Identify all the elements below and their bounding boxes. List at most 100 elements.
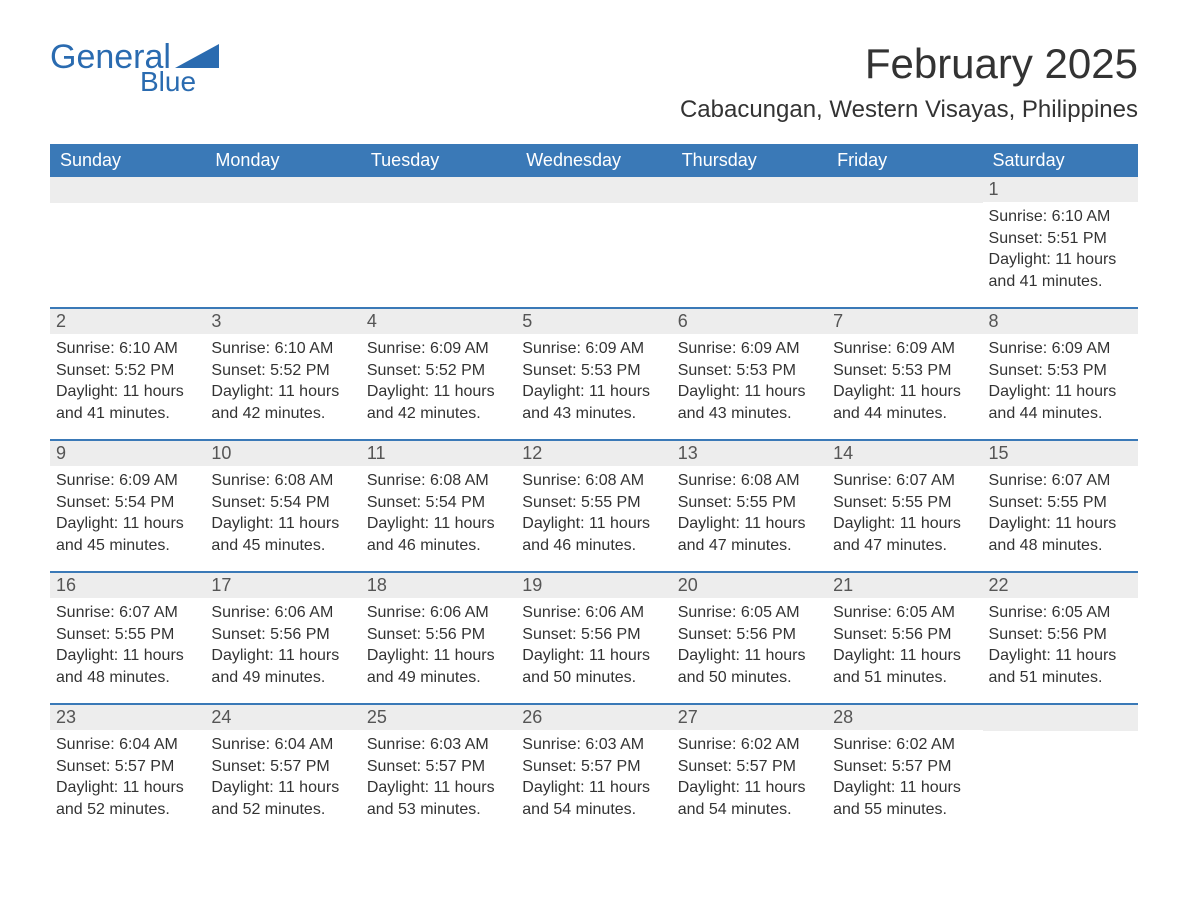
daylight2-text: and 47 minutes.	[833, 535, 976, 557]
sunrise-text: Sunrise: 6:02 AM	[833, 734, 976, 756]
sunset-text: Sunset: 5:57 PM	[56, 756, 199, 778]
day-number: 17	[205, 573, 360, 598]
sunrise-text: Sunrise: 6:08 AM	[211, 470, 354, 492]
logo: General Blue	[50, 40, 219, 96]
day-number: 8	[983, 309, 1138, 334]
calendar-cell: 7Sunrise: 6:09 AMSunset: 5:53 PMDaylight…	[827, 309, 982, 439]
calendar-cell: 25Sunrise: 6:03 AMSunset: 5:57 PMDayligh…	[361, 705, 516, 835]
daylight1-text: Daylight: 11 hours	[522, 777, 665, 799]
day-number: 4	[361, 309, 516, 334]
daylight2-text: and 41 minutes.	[989, 271, 1132, 293]
daylight1-text: Daylight: 11 hours	[833, 777, 976, 799]
weekday-header: Thursday	[672, 144, 827, 177]
daylight2-text: and 52 minutes.	[211, 799, 354, 821]
sunset-text: Sunset: 5:56 PM	[833, 624, 976, 646]
sunset-text: Sunset: 5:52 PM	[56, 360, 199, 382]
day-number	[516, 177, 671, 203]
day-number: 5	[516, 309, 671, 334]
daylight1-text: Daylight: 11 hours	[56, 381, 199, 403]
weekday-header: Saturday	[983, 144, 1138, 177]
sunrise-text: Sunrise: 6:10 AM	[211, 338, 354, 360]
day-number: 21	[827, 573, 982, 598]
sunset-text: Sunset: 5:57 PM	[833, 756, 976, 778]
daylight1-text: Daylight: 11 hours	[833, 645, 976, 667]
daylight2-text: and 43 minutes.	[522, 403, 665, 425]
daylight2-text: and 54 minutes.	[678, 799, 821, 821]
sunrise-text: Sunrise: 6:04 AM	[56, 734, 199, 756]
sunrise-text: Sunrise: 6:09 AM	[833, 338, 976, 360]
sunrise-text: Sunrise: 6:04 AM	[211, 734, 354, 756]
sunrise-text: Sunrise: 6:10 AM	[989, 206, 1132, 228]
sunset-text: Sunset: 5:54 PM	[211, 492, 354, 514]
sunset-text: Sunset: 5:54 PM	[56, 492, 199, 514]
day-number: 2	[50, 309, 205, 334]
daylight2-text: and 45 minutes.	[211, 535, 354, 557]
day-number: 27	[672, 705, 827, 730]
daylight1-text: Daylight: 11 hours	[367, 645, 510, 667]
sunrise-text: Sunrise: 6:06 AM	[367, 602, 510, 624]
calendar-cell	[672, 177, 827, 307]
sunrise-text: Sunrise: 6:06 AM	[522, 602, 665, 624]
calendar-cell: 2Sunrise: 6:10 AMSunset: 5:52 PMDaylight…	[50, 309, 205, 439]
sunset-text: Sunset: 5:57 PM	[522, 756, 665, 778]
sunrise-text: Sunrise: 6:02 AM	[678, 734, 821, 756]
daylight1-text: Daylight: 11 hours	[522, 645, 665, 667]
calendar-cell: 3Sunrise: 6:10 AMSunset: 5:52 PMDaylight…	[205, 309, 360, 439]
month-title: February 2025	[680, 40, 1138, 88]
calendar-cell: 28 Sunrise: 6:02 AMSunset: 5:57 PMDayligh…	[827, 705, 982, 835]
sunrise-text: Sunrise: 6:03 AM	[367, 734, 510, 756]
daylight2-text: and 51 minutes.	[833, 667, 976, 689]
sunrise-text: Sunrise: 6:09 AM	[678, 338, 821, 360]
daylight1-text: Daylight: 11 hours	[989, 249, 1132, 271]
day-number	[983, 705, 1138, 731]
day-number: 22	[983, 573, 1138, 598]
sunset-text: Sunset: 5:56 PM	[367, 624, 510, 646]
day-number: 28	[827, 705, 982, 730]
sunset-text: Sunset: 5:57 PM	[367, 756, 510, 778]
sunset-text: Sunset: 5:57 PM	[678, 756, 821, 778]
daylight1-text: Daylight: 11 hours	[522, 513, 665, 535]
sunrise-text: Sunrise: 6:08 AM	[367, 470, 510, 492]
sunrise-text: Sunrise: 6:05 AM	[833, 602, 976, 624]
weekday-header: Friday	[827, 144, 982, 177]
daylight2-text: and 42 minutes.	[367, 403, 510, 425]
calendar-cell: 6Sunrise: 6:09 AMSunset: 5:53 PMDaylight…	[672, 309, 827, 439]
day-number: 26	[516, 705, 671, 730]
sunset-text: Sunset: 5:57 PM	[211, 756, 354, 778]
daylight2-text: and 47 minutes.	[678, 535, 821, 557]
calendar-cell: 10Sunrise: 6:08 AMSunset: 5:54 PMDayligh…	[205, 441, 360, 571]
weekday-header: Wednesday	[516, 144, 671, 177]
day-number	[672, 177, 827, 203]
day-number: 19	[516, 573, 671, 598]
calendar-cell: 5Sunrise: 6:09 AMSunset: 5:53 PMDaylight…	[516, 309, 671, 439]
sunset-text: Sunset: 5:53 PM	[522, 360, 665, 382]
daylight1-text: Daylight: 11 hours	[367, 381, 510, 403]
daylight2-text: and 49 minutes.	[211, 667, 354, 689]
day-number: 24	[205, 705, 360, 730]
day-number	[827, 177, 982, 203]
sunset-text: Sunset: 5:55 PM	[833, 492, 976, 514]
day-number: 11	[361, 441, 516, 466]
calendar-week: 2Sunrise: 6:10 AMSunset: 5:52 PMDaylight…	[50, 307, 1138, 439]
sunset-text: Sunset: 5:55 PM	[56, 624, 199, 646]
daylight2-text: and 42 minutes.	[211, 403, 354, 425]
weekday-header: Monday	[205, 144, 360, 177]
daylight2-text: and 48 minutes.	[989, 535, 1132, 557]
weekday-header: Sunday	[50, 144, 205, 177]
sunrise-text: Sunrise: 6:06 AM	[211, 602, 354, 624]
daylight1-text: Daylight: 11 hours	[678, 777, 821, 799]
daylight1-text: Daylight: 11 hours	[56, 513, 199, 535]
daylight2-text: and 43 minutes.	[678, 403, 821, 425]
day-number	[205, 177, 360, 203]
calendar-cell: 26Sunrise: 6:03 AMSunset: 5:57 PMDayligh…	[516, 705, 671, 835]
day-number: 6	[672, 309, 827, 334]
daylight1-text: Daylight: 11 hours	[522, 381, 665, 403]
sunset-text: Sunset: 5:53 PM	[678, 360, 821, 382]
calendar: SundayMondayTuesdayWednesdayThursdayFrid…	[50, 144, 1138, 835]
daylight2-text: and 46 minutes.	[522, 535, 665, 557]
daylight2-text: and 41 minutes.	[56, 403, 199, 425]
day-number: 1	[983, 177, 1138, 202]
daylight1-text: Daylight: 11 hours	[989, 381, 1132, 403]
day-number	[50, 177, 205, 203]
sunset-text: Sunset: 5:52 PM	[367, 360, 510, 382]
